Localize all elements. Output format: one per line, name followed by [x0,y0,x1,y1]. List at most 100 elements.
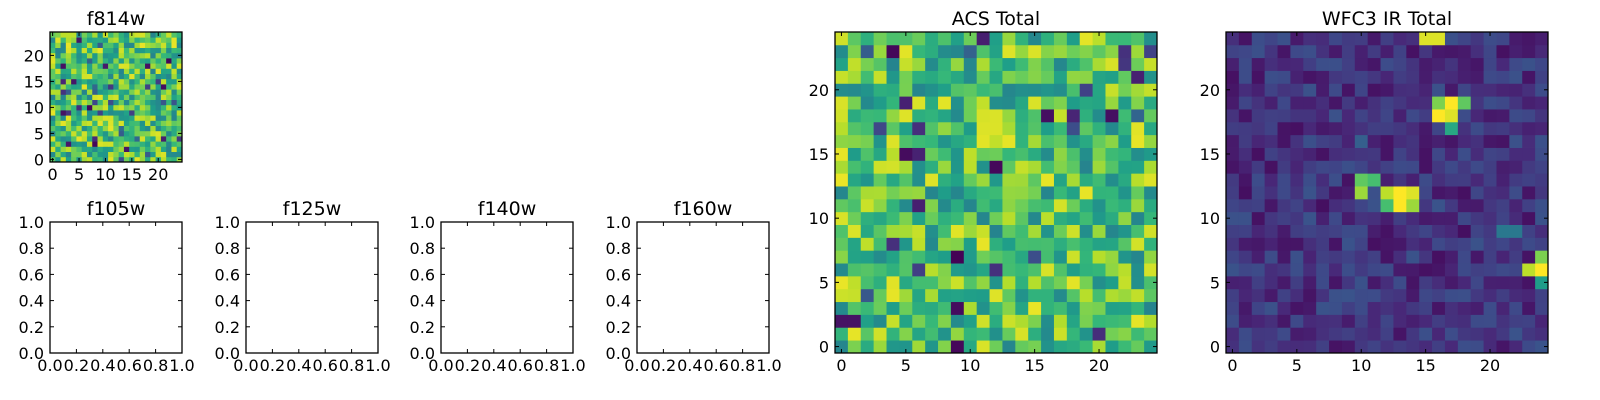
heatmap-cell [113,37,120,43]
heatmap-cell [1015,211,1029,225]
heatmap-cell [139,104,146,111]
heatmap-cell [873,314,887,328]
heatmap-cell [102,63,109,69]
heatmap-cell [81,146,88,152]
heatmap-cell [1367,32,1381,46]
heatmap-cell [1406,314,1420,328]
heatmap-cell [108,151,114,158]
heatmap-cell [860,70,875,84]
heatmap-cell [1406,160,1420,174]
heatmap-cell [134,94,141,100]
heatmap-cell [108,89,114,95]
heatmap-cell [1535,109,1549,123]
heatmap-cell [835,160,849,174]
heatmap-cell [912,147,926,161]
heatmap-cell [134,84,141,90]
heatmap-cell [899,186,913,200]
heatmap-cell [1354,327,1369,341]
heatmap-cell [938,186,952,200]
heatmap-cell [1419,147,1433,161]
heatmap-cell [1457,263,1472,277]
heatmap-cell [1002,147,1016,161]
heatmap-cell [1470,263,1484,277]
heatmap-cell [938,96,952,110]
heatmap-cell [1329,340,1343,354]
panel-f105w: f105w 0.0 0.2 0.4 0.6 0.8 1.00.00.20.40.60.81… [19,198,195,375]
heatmap-cell [160,94,167,100]
heatmap-cell [912,173,926,187]
heatmap-cell [118,68,125,74]
heatmap-cell [1303,109,1317,123]
heatmap-cell [1380,173,1394,187]
y-tick-label: 0 [819,338,829,357]
x-tick-label: 0.6 [116,356,141,375]
heatmap-cell [950,288,965,303]
heatmap-cell [835,121,849,136]
heatmap-cell [76,37,83,43]
heatmap-cell [102,136,109,142]
heatmap-cell [129,52,135,59]
heatmap-cell [55,156,61,163]
heatmap-cell [134,120,141,126]
heatmap-cell [1535,211,1549,225]
heatmap-cell [1238,96,1253,110]
heatmap-cell [123,141,130,147]
heatmap-cell [55,84,61,90]
heatmap-cell [1079,340,1093,354]
heatmap-cell [118,94,125,100]
heatmap-cell [1131,250,1145,264]
heatmap-cell [160,78,167,85]
heatmap-cell [118,115,125,121]
heatmap-cell [925,237,939,251]
heatmap-cell [886,327,900,341]
heatmap-cell [1393,250,1407,264]
heatmap-cell [1367,70,1381,84]
heatmap-cell [176,110,183,116]
heatmap-cell [102,99,109,106]
heatmap-cell [1419,173,1433,187]
heatmap-cell [86,42,93,48]
heatmap-cell [71,146,77,152]
heatmap-cell [123,42,130,48]
heatmap-cell [129,146,135,152]
heatmap-cell [1226,83,1240,97]
heatmap-cell [1238,263,1253,277]
heatmap-cell [123,94,130,100]
heatmap-cell [1329,288,1343,303]
heatmap-cell [873,160,887,174]
heatmap-cell [76,141,83,147]
heatmap-cell [1329,147,1343,161]
heatmap-cell [1367,147,1381,161]
heatmap-cell [847,301,862,315]
heatmap-cell [150,37,156,43]
heatmap-cell [1015,96,1029,110]
heatmap-cell [950,83,965,97]
heatmap-cell [160,115,167,121]
heatmap-cells [1226,32,1549,354]
heatmap-cell [835,96,849,110]
heatmap-cell [1251,96,1266,110]
heatmap-cell [963,340,978,354]
heatmap-cell [1432,340,1446,354]
heatmap-cell [139,73,146,80]
heatmap-cell [1470,96,1484,110]
heatmap-cell [963,32,978,46]
heatmap-cell [1509,83,1523,97]
heatmap-cell [76,99,83,106]
heatmap-cell [113,99,120,106]
heatmap-cell [899,237,913,251]
heatmap-cell [1457,327,1472,341]
heatmap-cell [1028,211,1042,225]
heatmap-cell [50,58,56,64]
heatmap-cell [150,110,156,116]
heatmap-cell [145,78,151,85]
panel-f125w: f125w 0.0 0.2 0.4 0.6 0.8 1.00.00.20.40.60.81… [215,198,391,375]
heatmap-cell [160,156,167,163]
heatmap-cell [950,250,965,264]
heatmap-cell [950,327,965,341]
heatmap-cell [150,47,156,54]
heatmap-cell [1002,327,1016,341]
heatmap-cell [1028,288,1042,303]
heatmap-cell [1496,224,1510,238]
